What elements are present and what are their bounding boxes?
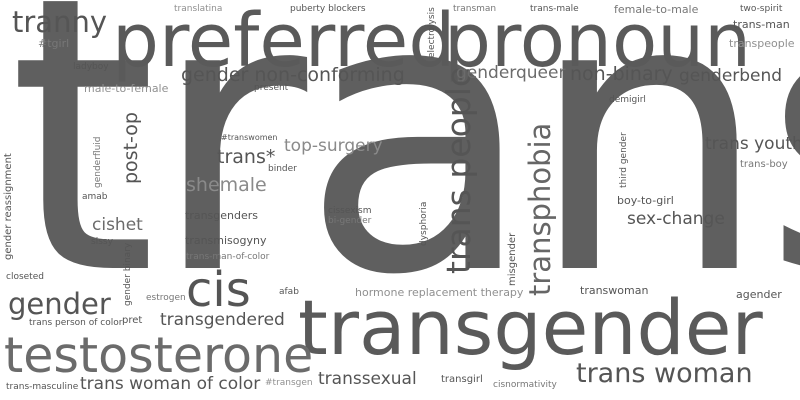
word-pronoun: pronoun <box>444 0 752 84</box>
word-male-to-female: male-to-female <box>84 82 169 95</box>
word-trans: trans <box>8 0 800 358</box>
word-transgirl: transgirl <box>441 374 483 385</box>
word-transmisogyny: transmisogyny <box>185 234 267 247</box>
word-genderbend: genderbend <box>679 66 783 86</box>
word-genderfluid: genderfluid <box>93 136 103 189</box>
word-cis: cis <box>186 262 251 318</box>
word-puberty-blockers: puberty blockers <box>290 4 366 14</box>
word-transgenders: transgenders <box>185 209 259 222</box>
word-third-gender: third gender <box>619 132 629 188</box>
word-trans-person-of-color: trans person of color <box>29 318 123 328</box>
word-translatina: translatina <box>174 4 223 14</box>
word-testosterone: testosterone <box>4 327 314 384</box>
word-pret: pret <box>122 315 143 326</box>
word-hashtag-transgen: #transgen <box>265 378 313 388</box>
word-cissexism: cissexism <box>328 206 372 216</box>
word-demigirl: demigirl <box>609 95 646 105</box>
word-gender-reassignment: gender reassignment <box>3 153 14 260</box>
word-hashtag-transwomen: #transwomen <box>221 133 278 142</box>
word-afab: afab <box>279 287 299 297</box>
word-present: present <box>254 83 289 93</box>
word-trans-boy: trans-boy <box>740 159 788 170</box>
word-trans-man-of-color: trans-man-of-color <box>186 252 270 262</box>
word-agender: agender <box>736 288 782 301</box>
word-preferred: preferred <box>112 0 456 84</box>
word-trans-masculine: trans-masculine <box>6 382 79 392</box>
word-transsexual: transsexual <box>318 369 417 389</box>
word-trans-people: trans people <box>439 66 478 274</box>
word-gender-binary: gender binary <box>123 242 133 306</box>
word-trans-youth: trans youth <box>705 134 800 154</box>
word-shemale: shemale <box>186 174 267 196</box>
word-transgendered: transgendered <box>160 310 285 330</box>
word-misgender: misgender <box>507 232 518 286</box>
word-transman: transman <box>453 4 497 14</box>
word-closeted: closeted <box>6 272 44 282</box>
word-hormone-replacement-therapy: hormone replacement therapy <box>355 286 524 299</box>
word-hashtag-tgirl: #tgirl <box>38 37 70 50</box>
word-amab: amab <box>82 192 108 202</box>
word-estrogen: estrogen <box>146 293 186 303</box>
word-boy-to-girl: boy-to-girl <box>617 194 674 207</box>
word-ladyboy: ladyboy <box>73 62 109 72</box>
word-cishet: cishet <box>92 215 143 235</box>
word-trans-male: trans-male <box>530 4 579 14</box>
word-sex-change: sex-change <box>627 209 725 229</box>
word-gender-non-conforming: gender non-conforming <box>181 64 405 86</box>
word-sissy: sissy <box>91 237 113 247</box>
word-top-surgery: top-surgery <box>284 136 383 156</box>
word-cisnormativity: cisnormativity <box>493 380 557 390</box>
word-electrolysis: electrolysis <box>427 7 437 58</box>
word-two-spirit: two-spirit <box>740 4 783 14</box>
word-dysphoria: dysphoria <box>419 201 429 246</box>
word-gender: gender <box>8 287 111 321</box>
word-non-binary: non-binary <box>570 63 673 85</box>
word-trans-star: trans* <box>217 146 276 168</box>
word-transwoman: transwoman <box>580 284 649 297</box>
word-trans-woman-of-color: trans woman of color <box>80 374 261 394</box>
word-transgender: transgender <box>298 283 763 372</box>
word-tranny: tranny <box>12 5 107 39</box>
word-genderqueer: genderqueer <box>456 63 566 83</box>
word-bi-gender: bi-gender <box>328 216 372 226</box>
word-trans-man: trans-man <box>733 18 790 31</box>
word-female-to-male: female-to-male <box>614 3 699 16</box>
word-binder: binder <box>268 164 297 174</box>
word-transpeople: transpeople <box>729 37 795 50</box>
word-post-op: post-op <box>120 112 142 184</box>
word-transphobia: transphobia <box>523 122 557 296</box>
word-trans-woman: trans woman <box>576 358 753 389</box>
